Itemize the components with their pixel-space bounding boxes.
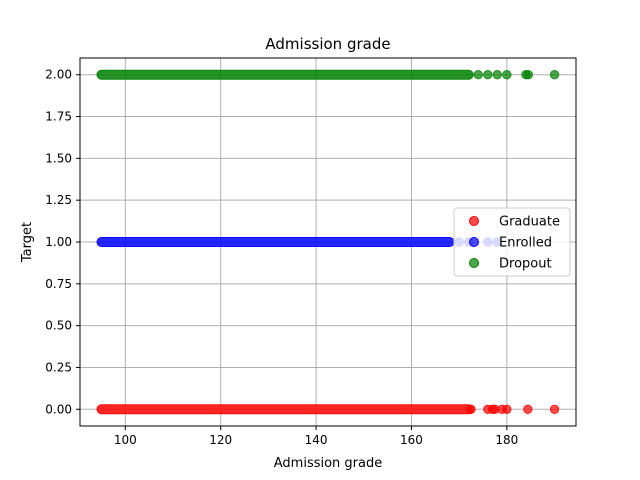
x-tick-label: 180 — [495, 433, 518, 447]
data-point — [549, 404, 560, 414]
data-point — [502, 70, 512, 80]
x-axis-label: Admission grade — [274, 456, 383, 471]
x-tick-label: 160 — [400, 433, 423, 447]
x-tick-label: 100 — [114, 433, 137, 447]
data-point — [466, 404, 476, 414]
data-point — [492, 70, 503, 80]
legend: Graduate Enrolled Dropout — [453, 207, 571, 277]
chart-title: Admission grade — [265, 35, 390, 53]
series-graduate — [96, 404, 560, 415]
legend-label: Enrolled — [499, 236, 552, 251]
y-tick-label: 0.00 — [45, 402, 72, 416]
legend-item: Dropout — [469, 257, 552, 272]
y-tick-label: 1.25 — [45, 193, 72, 207]
y-axis-ticks: 0.00 0.25 0.50 0.75 1.00 1.25 1.50 1.75 2.00 — [45, 68, 80, 416]
y-tick-label: 0.50 — [45, 319, 72, 333]
legend-box — [453, 207, 571, 277]
legend-item: Enrolled — [469, 236, 552, 251]
point-cluster — [96, 237, 455, 247]
data-point — [502, 404, 512, 414]
data-point — [549, 70, 560, 80]
legend-label: Graduate — [499, 215, 560, 230]
legend-marker — [469, 258, 479, 268]
data-point — [523, 70, 534, 80]
y-axis-label: Target — [20, 222, 35, 263]
legend-label: Dropout — [499, 257, 552, 272]
point-cluster — [96, 404, 474, 415]
y-tick-label: 1.50 — [45, 151, 72, 165]
legend-marker — [469, 237, 479, 247]
point-cluster — [96, 69, 474, 80]
y-tick-label: 1.75 — [45, 110, 72, 124]
series-dropout — [96, 69, 560, 80]
data-point — [483, 70, 493, 80]
legend-marker — [469, 216, 479, 226]
data-points — [96, 69, 560, 415]
series-enrolled — [96, 237, 503, 247]
y-tick-label: 0.25 — [45, 360, 72, 374]
x-tick-label: 140 — [305, 433, 328, 447]
data-point — [523, 404, 533, 414]
y-tick-label: 2.00 — [45, 68, 72, 82]
y-tick-label: 0.75 — [45, 277, 72, 291]
x-axis-ticks: 100 120 140 160 180 — [114, 426, 518, 447]
y-tick-label: 1.00 — [45, 235, 72, 249]
data-point — [473, 70, 483, 80]
x-tick-label: 120 — [209, 433, 232, 447]
legend-item: Graduate — [469, 215, 560, 230]
